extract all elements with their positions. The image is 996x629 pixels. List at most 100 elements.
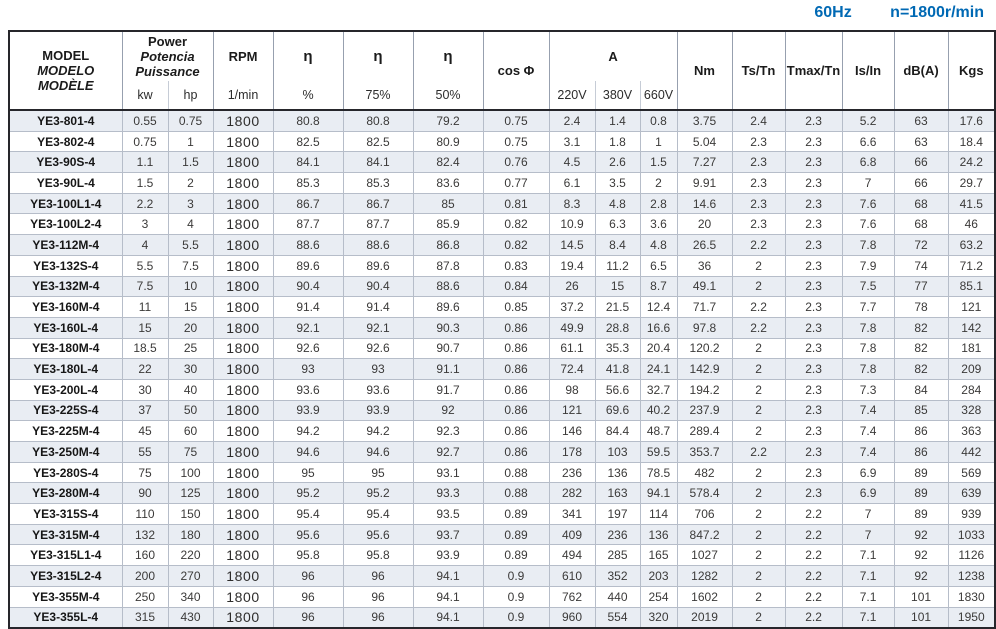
- model-cell: YE3-801-4: [8, 108, 123, 132]
- value-cell: 0.75: [167, 108, 214, 132]
- value-cell: 101: [893, 606, 949, 629]
- value-cell: 1027: [676, 544, 733, 567]
- value-cell: 0.86: [482, 420, 550, 442]
- table-row: YE3-315L2-4 200 270 1800 96 96 94.1 0.9 610 352 20…: [8, 565, 996, 587]
- value-cell: 2.3: [784, 192, 843, 215]
- value-cell: 1.5: [639, 151, 678, 174]
- value-cell: 82.5: [272, 130, 344, 153]
- value-cell: 6.9: [841, 461, 895, 484]
- value-cell: 847.2: [676, 523, 733, 546]
- value-cell: 22: [121, 358, 169, 380]
- value-cell: 84.1: [342, 151, 414, 174]
- value-cell: 1800: [212, 378, 274, 401]
- value-cell: 110: [121, 503, 169, 525]
- value-cell: 93.5: [412, 503, 484, 525]
- value-cell: 93.7: [412, 523, 484, 546]
- value-cell: 0.86: [482, 337, 550, 360]
- value-cell: 114: [639, 503, 678, 525]
- value-cell: 21.5: [594, 296, 641, 318]
- value-cell: 92.1: [272, 316, 344, 339]
- value-cell: 181: [947, 337, 996, 360]
- value-cell: 1950: [947, 606, 996, 629]
- value-cell: 569: [947, 461, 996, 484]
- value-cell: 92.6: [342, 337, 414, 360]
- value-cell: 121: [947, 296, 996, 318]
- value-cell: 77: [893, 275, 949, 298]
- table-row: YE3-160L-4 15 20 1800 92.1 92.1 90.3 0.86 49.9 28…: [8, 316, 996, 339]
- value-cell: 160: [121, 544, 169, 567]
- value-cell: 18.4: [947, 130, 996, 153]
- value-cell: 91.4: [342, 296, 414, 318]
- value-cell: 2.3: [784, 172, 843, 194]
- value-cell: 8.3: [548, 192, 596, 215]
- value-cell: 0.9: [482, 585, 550, 608]
- value-cell: 95.6: [342, 523, 414, 546]
- value-cell: 92: [893, 544, 949, 567]
- value-cell: 5.5: [121, 254, 169, 277]
- value-cell: 7.9: [841, 254, 895, 277]
- value-cell: 88.6: [342, 234, 414, 256]
- value-cell: 142: [947, 316, 996, 339]
- value-cell: 284: [947, 378, 996, 401]
- value-cell: 7: [841, 503, 895, 525]
- header-unit-eta-75: 75%: [342, 81, 414, 110]
- value-cell: 87.7: [272, 213, 344, 236]
- value-cell: 7.27: [676, 151, 733, 174]
- value-cell: 7.8: [841, 234, 895, 256]
- value-cell: 2.2: [731, 441, 786, 463]
- value-cell: 2: [731, 544, 786, 567]
- value-cell: 2.3: [731, 172, 786, 194]
- value-cell: 578.4: [676, 482, 733, 505]
- value-cell: 1.1: [121, 151, 169, 174]
- value-cell: 0.84: [482, 275, 550, 298]
- value-cell: 2.3: [784, 108, 843, 132]
- header-eta-100: η: [272, 31, 344, 81]
- value-cell: 2: [167, 172, 214, 194]
- value-cell: 84: [893, 378, 949, 401]
- value-cell: 94.6: [342, 441, 414, 463]
- value-cell: 90.3: [412, 316, 484, 339]
- value-cell: 95: [272, 461, 344, 484]
- value-cell: 3: [167, 192, 214, 215]
- table-row: YE3-315L1-4 160 220 1800 95.8 95.8 93.9 0.89 494…: [8, 544, 996, 567]
- value-cell: 2: [731, 565, 786, 587]
- value-cell: 2.4: [731, 108, 786, 132]
- value-cell: 2.2: [121, 192, 169, 215]
- value-cell: 2: [731, 503, 786, 525]
- value-cell: 95.2: [342, 482, 414, 505]
- value-cell: 2.3: [784, 399, 843, 422]
- value-cell: 430: [167, 606, 214, 629]
- value-cell: 340: [167, 585, 214, 608]
- value-cell: 2.2: [731, 234, 786, 256]
- header-eta-75: η: [342, 31, 414, 81]
- value-cell: 41.5: [947, 192, 996, 215]
- value-cell: 3.1: [548, 130, 596, 153]
- table-row: YE3-225S-4 37 50 1800 93.9 93.9 92 0.86 121 69.6 4…: [8, 399, 996, 422]
- value-cell: 1800: [212, 420, 274, 442]
- value-cell: 1800: [212, 358, 274, 380]
- value-cell: 2019: [676, 606, 733, 629]
- value-cell: 2: [731, 585, 786, 608]
- value-cell: 3: [121, 213, 169, 236]
- value-cell: 91.7: [412, 378, 484, 401]
- value-cell: 250: [121, 585, 169, 608]
- value-cell: 95.8: [272, 544, 344, 567]
- value-cell: 49.9: [548, 316, 596, 339]
- value-cell: 90.4: [272, 275, 344, 298]
- value-cell: 26: [548, 275, 596, 298]
- value-cell: 121: [548, 399, 596, 422]
- value-cell: 91.4: [272, 296, 344, 318]
- model-cell: YE3-315L2-4: [8, 565, 123, 587]
- value-cell: 165: [639, 544, 678, 567]
- header-power: Power Potencia Puissance: [121, 31, 214, 81]
- value-cell: 146: [548, 420, 596, 442]
- value-cell: 0.86: [482, 378, 550, 401]
- value-cell: 142.9: [676, 358, 733, 380]
- value-cell: 2.2: [731, 296, 786, 318]
- value-cell: 32.7: [639, 378, 678, 401]
- value-cell: 203: [639, 565, 678, 587]
- model-cell: YE3-132M-4: [8, 275, 123, 298]
- value-cell: 6.9: [841, 482, 895, 505]
- value-cell: 10.9: [548, 213, 596, 236]
